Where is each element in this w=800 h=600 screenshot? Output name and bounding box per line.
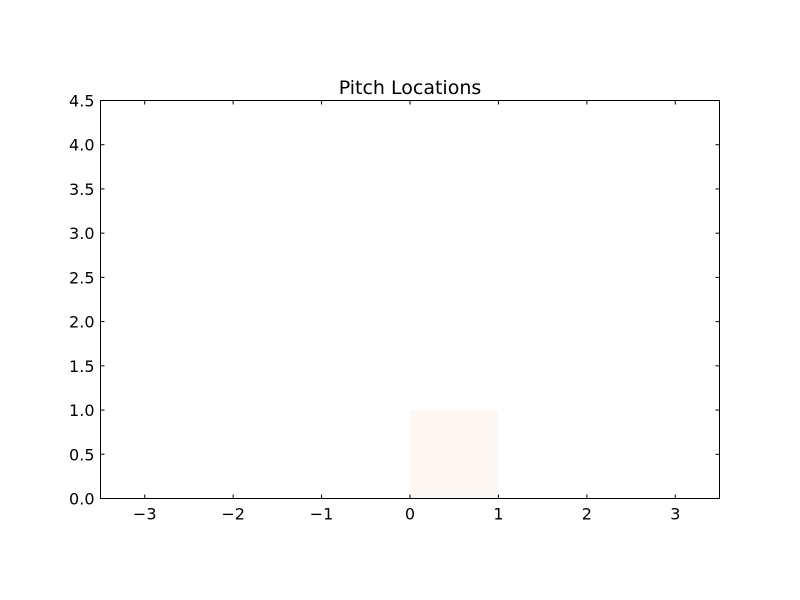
- x-tick-label: 0: [405, 505, 415, 524]
- y-tick-label: 1.5: [69, 357, 94, 376]
- y-tick-label: 3.5: [69, 180, 94, 199]
- x-tick-label: 1: [493, 505, 503, 524]
- y-tick-label: 4.5: [69, 92, 94, 111]
- plot-area-frame: [100, 100, 720, 499]
- y-tick-label: 2.0: [69, 313, 94, 332]
- y-tick-label: 3.0: [69, 224, 94, 243]
- y-tick-label: 1.0: [69, 401, 94, 420]
- chart-title: Pitch Locations: [339, 77, 482, 99]
- x-tick-label: 2: [582, 505, 592, 524]
- x-tick-label: −2: [221, 505, 245, 524]
- y-tick-label: 2.5: [69, 268, 94, 287]
- x-tick-label: −3: [133, 505, 157, 524]
- x-tick-label: 3: [670, 505, 680, 524]
- axis-ticks: −3 −2 −1 0 1 2 3 0.0 0.5 1.0 1.5 2.0 2.5 3.0 3.5 4.0 4.5: [69, 92, 720, 524]
- heatmap-cell: [410, 410, 499, 499]
- x-tick-label: −1: [310, 505, 334, 524]
- heatmap-cells: [410, 410, 499, 499]
- y-tick-label: 0.5: [69, 445, 94, 464]
- y-tick-label: 0.0: [69, 490, 94, 509]
- y-tick-label: 4.0: [69, 136, 94, 155]
